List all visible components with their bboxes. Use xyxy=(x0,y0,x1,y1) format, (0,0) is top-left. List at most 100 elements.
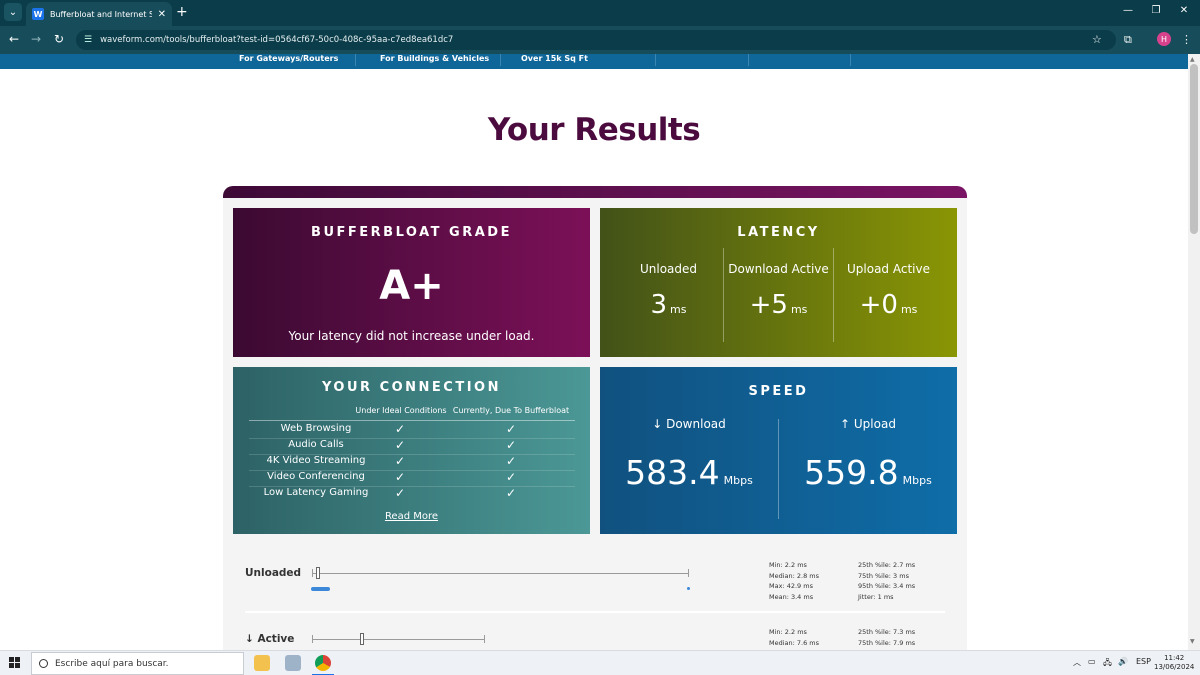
range-whisker xyxy=(312,569,313,577)
row-rule xyxy=(249,438,575,439)
volume-icon[interactable]: 🔊 xyxy=(1118,657,1128,666)
file-explorer-icon[interactable] xyxy=(254,655,270,671)
check-icon: ✓ xyxy=(394,422,406,436)
extensions-icon[interactable]: ⧉ xyxy=(1124,33,1132,46)
scroll-up-icon[interactable]: ▲ xyxy=(1190,56,1195,63)
latency-range-track xyxy=(312,639,484,640)
url-text[interactable]: waveform.com/tools/bufferbloat?test-id=0… xyxy=(100,35,454,45)
site-info-icon[interactable]: ☰ xyxy=(84,35,93,45)
latency-download-value: +5 ms xyxy=(749,290,808,320)
download-active-stats-right: 25th %ile: 7.3 ms 75th %ile: 7.9 ms xyxy=(858,628,916,647)
download-active-stats-left: Min: 2.2 ms Median: 7.6 ms xyxy=(769,628,820,647)
profile-avatar[interactable]: H xyxy=(1157,32,1171,46)
page-scrollbar[interactable]: ▲ ▼ xyxy=(1188,54,1200,650)
distribution-dot xyxy=(687,587,690,590)
read-more-link[interactable]: Read More xyxy=(384,511,439,522)
latency-download-label: Download Active xyxy=(728,262,829,276)
back-arrow-icon[interactable]: ← xyxy=(8,32,20,46)
connection-card: YOUR CONNECTION Under Ideal Conditions C… xyxy=(233,367,590,534)
grade-note: Your latency did not increase under load… xyxy=(288,329,535,343)
download-label: ↓ Download xyxy=(652,417,726,431)
tray-chevron-icon[interactable]: ︿ xyxy=(1073,658,1081,667)
chrome-icon[interactable] xyxy=(315,655,331,671)
unloaded-stats-left: Min: 2.2 ms Median: 2.8 ms Max: 42.9 ms Mea… xyxy=(769,561,820,601)
scroll-down-icon[interactable]: ▼ xyxy=(1190,638,1195,645)
system-clock[interactable]: 11:42 13/06/2024 xyxy=(1154,654,1195,671)
check-icon: ✓ xyxy=(505,454,517,468)
restore-icon[interactable]: ❐ xyxy=(1151,5,1161,16)
browser-tab-active[interactable]: W Bufferbloat and Internet Speed ✕ xyxy=(26,2,172,26)
upload-value: 559.8 Mbps xyxy=(804,453,932,492)
latency-unloaded-value: 3 ms xyxy=(650,290,687,320)
grade-value: A+ xyxy=(379,263,444,309)
nav-over-15k[interactable]: Over 15k Sq Ft xyxy=(521,54,588,63)
connection-row: 4K Video Streaming ✓ ✓ xyxy=(249,454,575,470)
unloaded-stats-label: Unloaded xyxy=(245,567,302,579)
connection-row: Web Browsing ✓ ✓ xyxy=(249,422,575,438)
check-icon: ✓ xyxy=(505,422,517,436)
latency-card: LATENCY Unloaded 3 ms Download Active +5 m… xyxy=(600,208,957,357)
stats-divider xyxy=(245,611,945,613)
windows-start-icon[interactable] xyxy=(9,657,21,669)
check-icon: ✓ xyxy=(505,486,517,500)
connection-card-title: YOUR CONNECTION xyxy=(321,380,501,395)
nav-divider xyxy=(355,54,356,66)
unloaded-stats-right: 25th %ile: 2.7 ms 75th %ile: 3 ms 95th %il… xyxy=(858,561,916,601)
check-icon: ✓ xyxy=(394,486,406,500)
photos-app-icon[interactable] xyxy=(285,655,301,671)
nav-buildings-vehicles[interactable]: For Buildings & Vehicles xyxy=(380,54,490,63)
connection-row: Audio Calls ✓ ✓ xyxy=(249,438,575,454)
column-divider xyxy=(723,248,724,342)
row-rule xyxy=(249,486,575,487)
forward-arrow-icon[interactable]: → xyxy=(30,32,42,46)
col-ideal-header: Under Ideal Conditions xyxy=(355,406,447,415)
scrollbar-thumb[interactable] xyxy=(1190,64,1198,234)
download-active-stats-label: ↓ Active xyxy=(245,633,295,645)
row-rule xyxy=(249,454,575,455)
language-indicator[interactable]: ESP xyxy=(1136,657,1151,666)
speed-card-title: SPEED xyxy=(748,384,809,399)
taskbar-search-box[interactable]: Escribe aquí para buscar. xyxy=(31,652,244,675)
minimize-icon[interactable]: — xyxy=(1123,5,1133,16)
connection-row: Video Conferencing ✓ ✓ xyxy=(249,470,575,486)
tab-title: Bufferbloat and Internet Speed xyxy=(50,9,152,19)
column-divider xyxy=(778,419,779,519)
new-tab-plus-icon[interactable]: + xyxy=(176,4,188,20)
bookmark-star-icon[interactable]: ☆ xyxy=(1092,33,1102,46)
nav-divider xyxy=(850,54,851,66)
tab-close-icon[interactable]: ✕ xyxy=(157,8,166,20)
range-whisker xyxy=(484,635,485,643)
range-whisker xyxy=(688,569,689,577)
distribution-marker xyxy=(311,587,330,591)
reload-icon[interactable]: ↻ xyxy=(53,32,65,46)
nav-divider xyxy=(655,54,656,66)
nav-divider xyxy=(500,54,501,66)
download-value: 583.4 Mbps xyxy=(625,453,753,492)
nav-gateways-routers[interactable]: For Gateways/Routers xyxy=(239,54,339,63)
row-name: Video Conferencing xyxy=(267,471,365,482)
browser-tab-strip: ⌄ W Bufferbloat and Internet Speed ✕ + —… xyxy=(0,0,1200,26)
column-divider xyxy=(833,248,834,342)
tab-search-chevron-icon[interactable]: ⌄ xyxy=(4,3,22,21)
page-title: Your Results xyxy=(487,112,701,148)
latency-card-title: LATENCY xyxy=(737,225,820,240)
latency-range-track xyxy=(312,573,689,574)
browser-menu-icon[interactable]: ⋮ xyxy=(1181,33,1192,46)
search-icon xyxy=(39,659,48,668)
latency-box xyxy=(316,567,320,579)
latency-box xyxy=(360,633,364,645)
table-rule xyxy=(249,420,575,421)
check-icon: ✓ xyxy=(394,470,406,484)
latency-upload-label: Upload Active xyxy=(847,262,930,276)
address-bar[interactable]: ☰ waveform.com/tools/bufferbloat?test-id… xyxy=(76,30,1116,50)
row-rule xyxy=(249,470,575,471)
row-name: Low Latency Gaming xyxy=(263,487,369,498)
nav-divider xyxy=(748,54,749,66)
network-icon[interactable]: 🖧 xyxy=(1103,658,1112,667)
tray-app-icon[interactable]: ▭ xyxy=(1088,657,1096,666)
latency-download-active: Download Active +5 ms xyxy=(724,248,833,342)
speed-download: ↓ Download 583.4 Mbps xyxy=(600,417,778,492)
speed-upload: ↑ Upload 559.8 Mbps xyxy=(779,417,957,492)
close-window-icon[interactable]: ✕ xyxy=(1179,5,1189,16)
speed-card: SPEED ↓ Download 583.4 Mbps ↑ Upload 559.… xyxy=(600,367,957,534)
